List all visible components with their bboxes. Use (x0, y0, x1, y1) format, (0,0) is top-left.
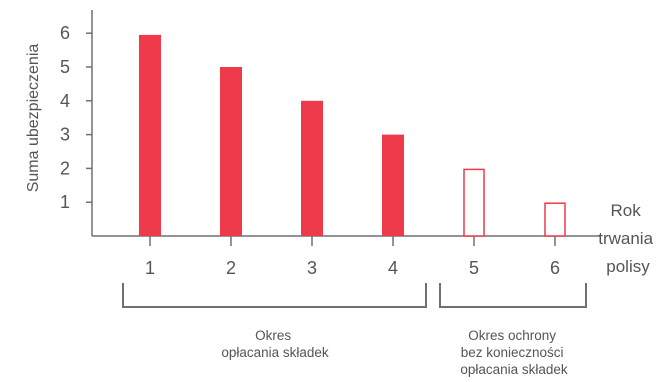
group-label-protection-line-3: opłacania składek (460, 362, 568, 377)
group-label-protection-line-1: Okres ochrony (468, 328, 556, 343)
group-label-payment-line-1: Okres (255, 328, 291, 343)
x-axis-label: Rok trwania polisy (598, 201, 658, 276)
group-label-payment-line-2: opłacania składek (221, 345, 329, 360)
bar-year-1 (139, 34, 161, 236)
bracket-protection-period (439, 283, 587, 308)
x-tick-label: 3 (307, 258, 317, 278)
bar-year-4 (382, 134, 404, 236)
x-tick-label: 6 (550, 258, 560, 278)
bar-year-3 (301, 100, 323, 236)
y-axis-ticks: 1 2 3 4 5 6 (60, 23, 92, 212)
y-tick-label: 4 (60, 91, 70, 111)
bracket-payment-period (122, 283, 427, 308)
y-tick-label: 3 (60, 125, 70, 145)
bar-year-6 (544, 202, 566, 237)
x-axis-label-line-3: polisy (606, 257, 650, 276)
group-label-protection-period: Okres ochrony bez konieczności opłacania… (460, 328, 568, 377)
bar-year-5 (463, 168, 485, 237)
x-tick-label: 4 (388, 258, 398, 278)
x-axis-label-line-1: Rok (611, 201, 642, 220)
y-tick-label: 2 (60, 158, 70, 178)
group-label-protection-line-2: bez konieczności (461, 345, 564, 360)
y-tick-label: 6 (60, 23, 70, 43)
y-tick-label: 1 (60, 192, 70, 212)
group-label-payment-period: Okres opłacania składek (221, 328, 329, 360)
bar-year-2 (220, 67, 242, 236)
bars-group (139, 34, 566, 237)
x-tick-label: 1 (145, 258, 155, 278)
x-axis-ticks: 1 2 3 4 5 6 (145, 236, 560, 278)
y-tick-label: 5 (60, 57, 70, 77)
x-tick-label: 2 (226, 258, 236, 278)
x-tick-label: 5 (469, 258, 479, 278)
x-axis-label-line-2: trwania (598, 229, 653, 248)
y-axis-label: Suma ubezpieczenia (25, 44, 42, 193)
